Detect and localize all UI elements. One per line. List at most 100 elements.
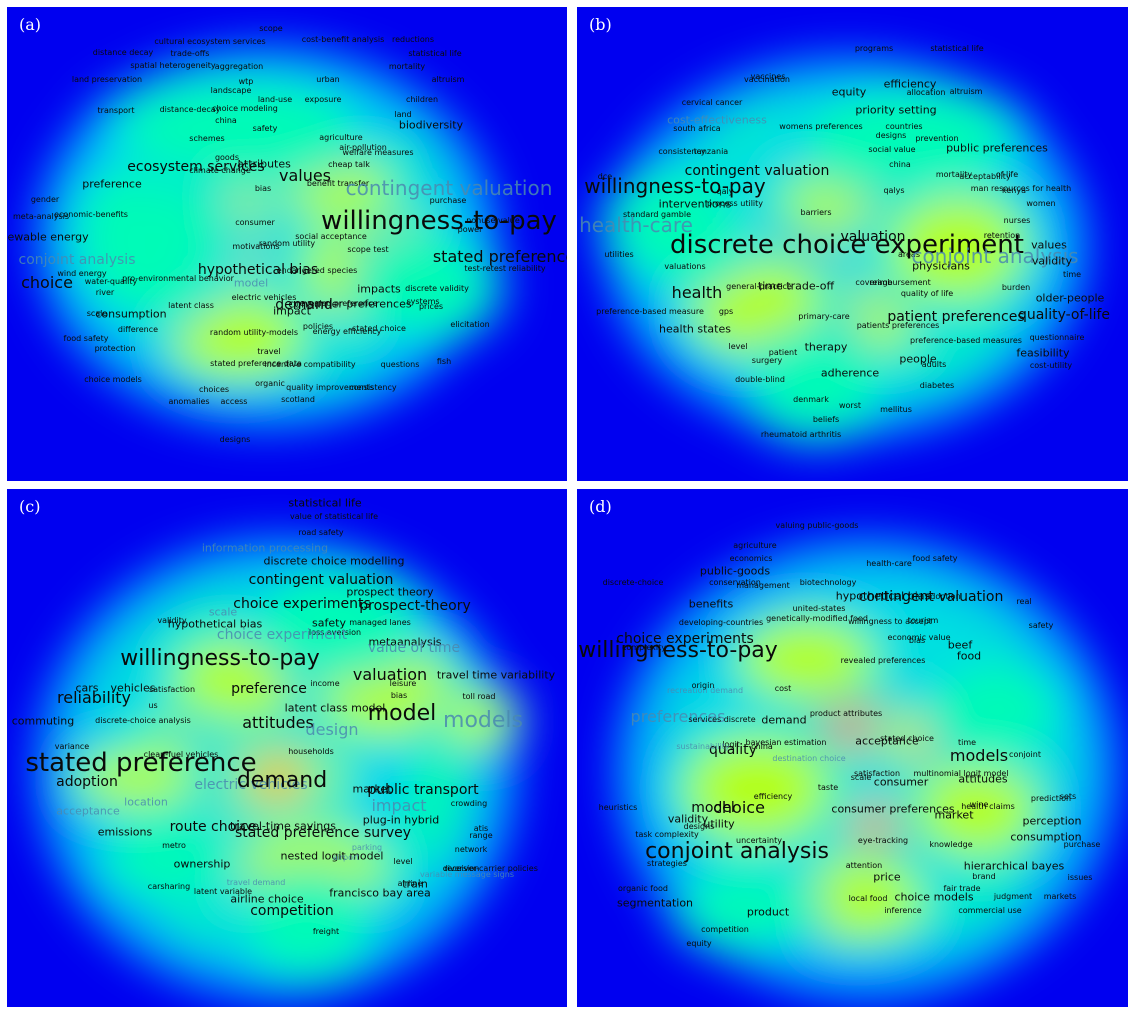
keyword-term: nurses xyxy=(1003,216,1031,225)
keyword-term: location xyxy=(124,795,168,809)
keyword-term: latent variable xyxy=(193,887,253,896)
keyword-term: preference xyxy=(82,177,142,191)
keyword-term: cheap talk xyxy=(328,160,370,169)
keyword-term: health xyxy=(671,283,723,302)
keyword-term: impact xyxy=(371,796,427,815)
keyword-term: stated preference data xyxy=(210,359,302,368)
keyword-term: efficiency xyxy=(883,77,937,91)
keyword-term: recreation demand xyxy=(666,686,744,695)
keyword-term: attention xyxy=(845,861,883,870)
keyword-term: bias xyxy=(908,636,926,645)
keyword-term: heuristics xyxy=(598,803,638,812)
density-blob xyxy=(800,87,1014,187)
keyword-term: metaanalysis xyxy=(368,635,442,649)
keyword-term: nested logit model xyxy=(280,849,384,863)
keyword-term: quality of life xyxy=(900,289,954,298)
keyword-term: patients preferences xyxy=(856,321,940,330)
keyword-term: consistency xyxy=(349,383,397,392)
keyword-term: statistical life xyxy=(930,44,984,53)
keyword-term: competition xyxy=(701,925,749,934)
keyword-term: management xyxy=(736,581,790,590)
keyword-term: children xyxy=(405,95,439,104)
keyword-term: validity xyxy=(1031,254,1073,268)
keyword-term: consumption xyxy=(1010,830,1082,844)
keyword-term: older-people xyxy=(1035,291,1105,305)
keyword-term: nonuse value xyxy=(466,216,520,225)
keyword-term: discrete choice experiment xyxy=(670,230,1024,260)
keyword-term: choice xyxy=(21,273,73,292)
keyword-term: man resources for health xyxy=(970,184,1072,193)
density-blob xyxy=(261,766,293,792)
keyword-term: spatial heterogeneity xyxy=(130,61,216,70)
keyword-term: double-blind xyxy=(735,375,785,384)
keyword-term: wtp xyxy=(238,77,254,86)
keyword-term: airline xyxy=(397,879,423,888)
keyword-term: competition xyxy=(250,903,334,919)
keyword-term: reductions xyxy=(391,35,435,44)
keyword-term: schemes xyxy=(189,134,225,143)
keyword-term: scope test xyxy=(347,245,389,254)
density-blob xyxy=(173,298,301,376)
keyword-term: discrete-choice xyxy=(602,578,664,587)
keyword-term: biotechnology xyxy=(799,578,857,587)
keyword-term: purchase xyxy=(429,196,467,205)
keyword-term: incentive compatibility xyxy=(264,360,356,369)
keyword-term: questions xyxy=(380,360,420,369)
keyword-term: countries xyxy=(885,122,923,131)
keyword-term: tanzania xyxy=(693,147,729,156)
keyword-term: contingent valuation xyxy=(858,589,1004,605)
keyword-term: scale xyxy=(208,605,238,619)
keyword-term: task complexity xyxy=(635,830,699,839)
keyword-term: standard gamble xyxy=(622,210,692,219)
keyword-term: benefit transfer xyxy=(306,179,370,188)
keyword-term: rheumatoid arthritis xyxy=(760,430,842,439)
keyword-term: model xyxy=(233,276,269,290)
keyword-term: preferences xyxy=(630,707,726,726)
keyword-term: quality-of-life xyxy=(1017,307,1111,323)
keyword-term: information processing xyxy=(201,541,329,555)
keyword-term: gps xyxy=(718,307,734,316)
keyword-term: random utility xyxy=(258,239,316,248)
keyword-term: diversion xyxy=(442,864,480,873)
keyword-term: priority setting xyxy=(855,103,937,117)
keyword-term: bias xyxy=(390,691,408,700)
keyword-term: value of time xyxy=(367,640,461,656)
keyword-term: logit xyxy=(722,740,740,749)
keyword-term: conjoint xyxy=(1009,750,1041,759)
keyword-term: process utility xyxy=(706,199,764,208)
keyword-term: safety xyxy=(1028,621,1054,630)
density-blob xyxy=(114,77,360,177)
keyword-term: economics xyxy=(729,554,773,563)
keyword-term: willingness-to-pay xyxy=(584,174,766,198)
keyword-term: latent class xyxy=(168,301,214,310)
keyword-term: test-retest reliability xyxy=(464,264,546,273)
keyword-term: food xyxy=(956,649,982,663)
keyword-term: discrete-choice analysis xyxy=(95,716,191,725)
keyword-term: health-care xyxy=(579,213,693,237)
keyword-term: choice models xyxy=(894,890,974,904)
keyword-term: diabetes xyxy=(919,381,955,390)
keyword-term: equity xyxy=(686,939,712,948)
keyword-term: stated preference survey xyxy=(234,825,412,841)
keyword-term: agriculture xyxy=(319,133,363,142)
keyword-term: welfare measures xyxy=(342,148,414,157)
density-blob xyxy=(860,815,894,843)
keyword-term: stated choice xyxy=(880,734,934,743)
keyword-term: developing-countries xyxy=(678,618,764,627)
keyword-term: choice modeling xyxy=(212,104,278,113)
keyword-term: mortality xyxy=(935,170,973,179)
keyword-term: consumer preferences xyxy=(288,297,412,311)
density-heatmap xyxy=(617,539,1117,999)
keyword-term: choice xyxy=(713,798,765,817)
keyword-term: therapy xyxy=(804,340,848,354)
keyword-term: revealed preference xyxy=(296,299,378,308)
keyword-term: quality improvements xyxy=(286,383,374,392)
keyword-term: air-pollution xyxy=(339,143,387,152)
keyword-term: models xyxy=(443,708,523,733)
keyword-term: difference xyxy=(117,325,159,334)
keyword-term: product attributes xyxy=(809,709,883,718)
keyword-term: social acceptance xyxy=(295,232,367,241)
keyword-term: cost-effectiveness xyxy=(667,113,767,127)
keyword-term: scale xyxy=(850,773,872,782)
